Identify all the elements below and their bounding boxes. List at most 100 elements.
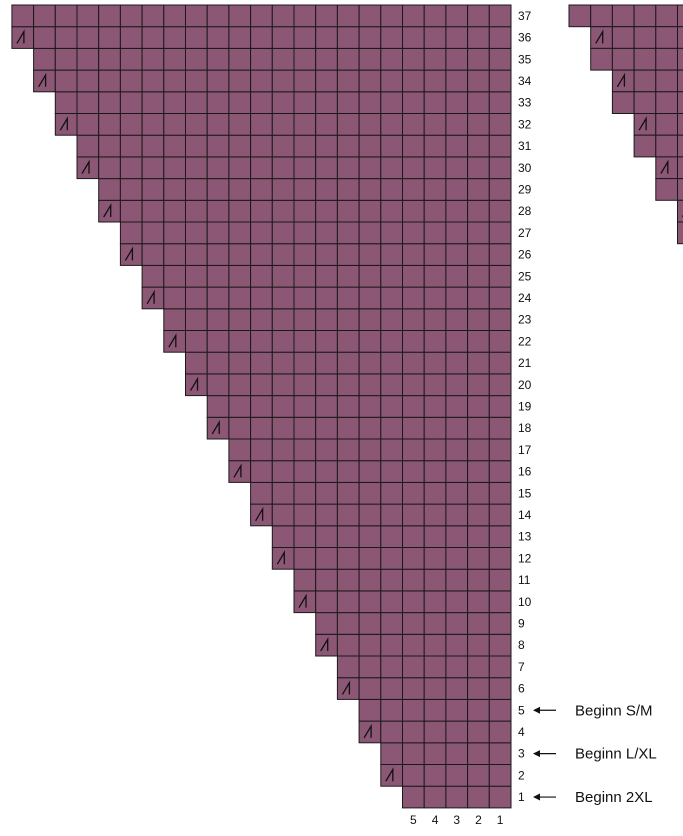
chart-cell bbox=[163, 286, 187, 310]
chart-cell bbox=[163, 26, 187, 49]
chart-cell bbox=[336, 113, 360, 136]
chart-cell bbox=[293, 221, 317, 245]
chart-cell bbox=[163, 308, 187, 331]
chart-cell bbox=[336, 460, 360, 483]
chart-cell bbox=[467, 91, 490, 115]
chart-cell bbox=[380, 460, 403, 483]
chart-cell bbox=[488, 69, 512, 93]
chart-cell bbox=[467, 26, 490, 49]
chart-cell bbox=[271, 4, 295, 28]
row-number: 31 bbox=[518, 139, 532, 153]
chart-cell bbox=[380, 286, 403, 310]
chart-cell bbox=[445, 677, 469, 700]
chart-cell bbox=[488, 221, 512, 245]
chart-cell bbox=[98, 199, 121, 223]
row-number: 21 bbox=[518, 356, 532, 370]
chart-cell bbox=[185, 221, 208, 245]
chart-cell bbox=[250, 416, 273, 440]
chart-cell bbox=[336, 286, 360, 310]
chart-cell bbox=[445, 481, 469, 505]
chart-cell bbox=[206, 91, 230, 115]
chart-cell bbox=[119, 178, 143, 201]
chart-cell bbox=[250, 503, 273, 527]
chart-cell bbox=[206, 308, 230, 331]
chart-cell bbox=[380, 113, 403, 136]
chart-cell bbox=[228, 134, 252, 158]
chart-cell bbox=[54, 91, 78, 115]
chart-cell bbox=[76, 26, 100, 49]
chart-cell bbox=[590, 47, 613, 71]
chart-cell bbox=[293, 47, 317, 71]
chart-cell bbox=[33, 26, 56, 49]
chart-cell bbox=[293, 568, 317, 592]
chart-cell bbox=[423, 633, 447, 657]
chart-cell bbox=[445, 4, 469, 28]
row-number: 10 bbox=[518, 595, 532, 609]
chart-cell bbox=[358, 243, 382, 266]
chart-cell bbox=[358, 698, 382, 722]
chart-cell bbox=[611, 4, 635, 28]
chart-cell bbox=[358, 91, 382, 115]
chart-cell bbox=[228, 221, 252, 245]
chart-cell bbox=[163, 330, 187, 353]
row-number: 1 bbox=[518, 790, 525, 804]
row-number: 16 bbox=[518, 465, 532, 479]
chart-cell bbox=[402, 373, 425, 397]
chart-cell bbox=[402, 26, 425, 49]
chart-cell bbox=[293, 199, 317, 223]
chart-cell bbox=[358, 438, 382, 462]
chart-cell bbox=[677, 91, 683, 115]
chart-cell bbox=[11, 4, 35, 28]
chart-cell bbox=[423, 677, 447, 700]
chart-cell bbox=[488, 547, 512, 570]
chart-cell bbox=[488, 568, 512, 592]
chart-cell bbox=[467, 525, 490, 548]
chart-cell bbox=[402, 590, 425, 614]
chart-cell bbox=[271, 286, 295, 310]
chart-cell bbox=[76, 113, 100, 136]
chart-cell bbox=[423, 69, 447, 93]
chart-cell bbox=[380, 134, 403, 158]
slanted-decrease-icon bbox=[320, 636, 329, 652]
chart-cell bbox=[402, 503, 425, 527]
chart-cell bbox=[358, 308, 382, 331]
chart-cell bbox=[315, 612, 338, 635]
row-number: 33 bbox=[518, 96, 532, 110]
row-number: 22 bbox=[518, 334, 532, 348]
chart-cell bbox=[228, 178, 252, 201]
chart-cell bbox=[488, 720, 512, 744]
chart-cell bbox=[445, 134, 469, 158]
chart-cell bbox=[445, 547, 469, 570]
chart-cell bbox=[250, 113, 273, 136]
chart-cell bbox=[206, 373, 230, 397]
chart-cell bbox=[358, 156, 382, 180]
chart-cell bbox=[568, 4, 592, 28]
chart-cell bbox=[98, 113, 121, 136]
chart-cell bbox=[423, 416, 447, 440]
chart-cell bbox=[423, 286, 447, 310]
chart-cell bbox=[488, 677, 512, 700]
chart-cell bbox=[380, 547, 403, 570]
chart-cell bbox=[185, 113, 208, 136]
chart-cell bbox=[250, 69, 273, 93]
chart-cell bbox=[402, 91, 425, 115]
chart-cell bbox=[445, 330, 469, 353]
chart-cell bbox=[488, 134, 512, 158]
chart-cell bbox=[358, 4, 382, 28]
chart-cell bbox=[380, 677, 403, 700]
row-number-labels: 1234567891011121314151617181920212223242… bbox=[518, 9, 532, 804]
chart-cell bbox=[336, 525, 360, 548]
chart-cell bbox=[467, 720, 490, 744]
chart-cell bbox=[250, 243, 273, 266]
chart-cell bbox=[611, 47, 635, 71]
chart-cell bbox=[488, 698, 512, 722]
chart-cell bbox=[336, 4, 360, 28]
chart-cell bbox=[54, 26, 78, 49]
chart-cell bbox=[271, 481, 295, 505]
chart-cell bbox=[488, 633, 512, 657]
chart-cell bbox=[358, 395, 382, 418]
chart-cell bbox=[445, 764, 469, 787]
chart-cell bbox=[336, 134, 360, 158]
column-number: 2 bbox=[475, 813, 482, 827]
chart-cell bbox=[402, 113, 425, 136]
